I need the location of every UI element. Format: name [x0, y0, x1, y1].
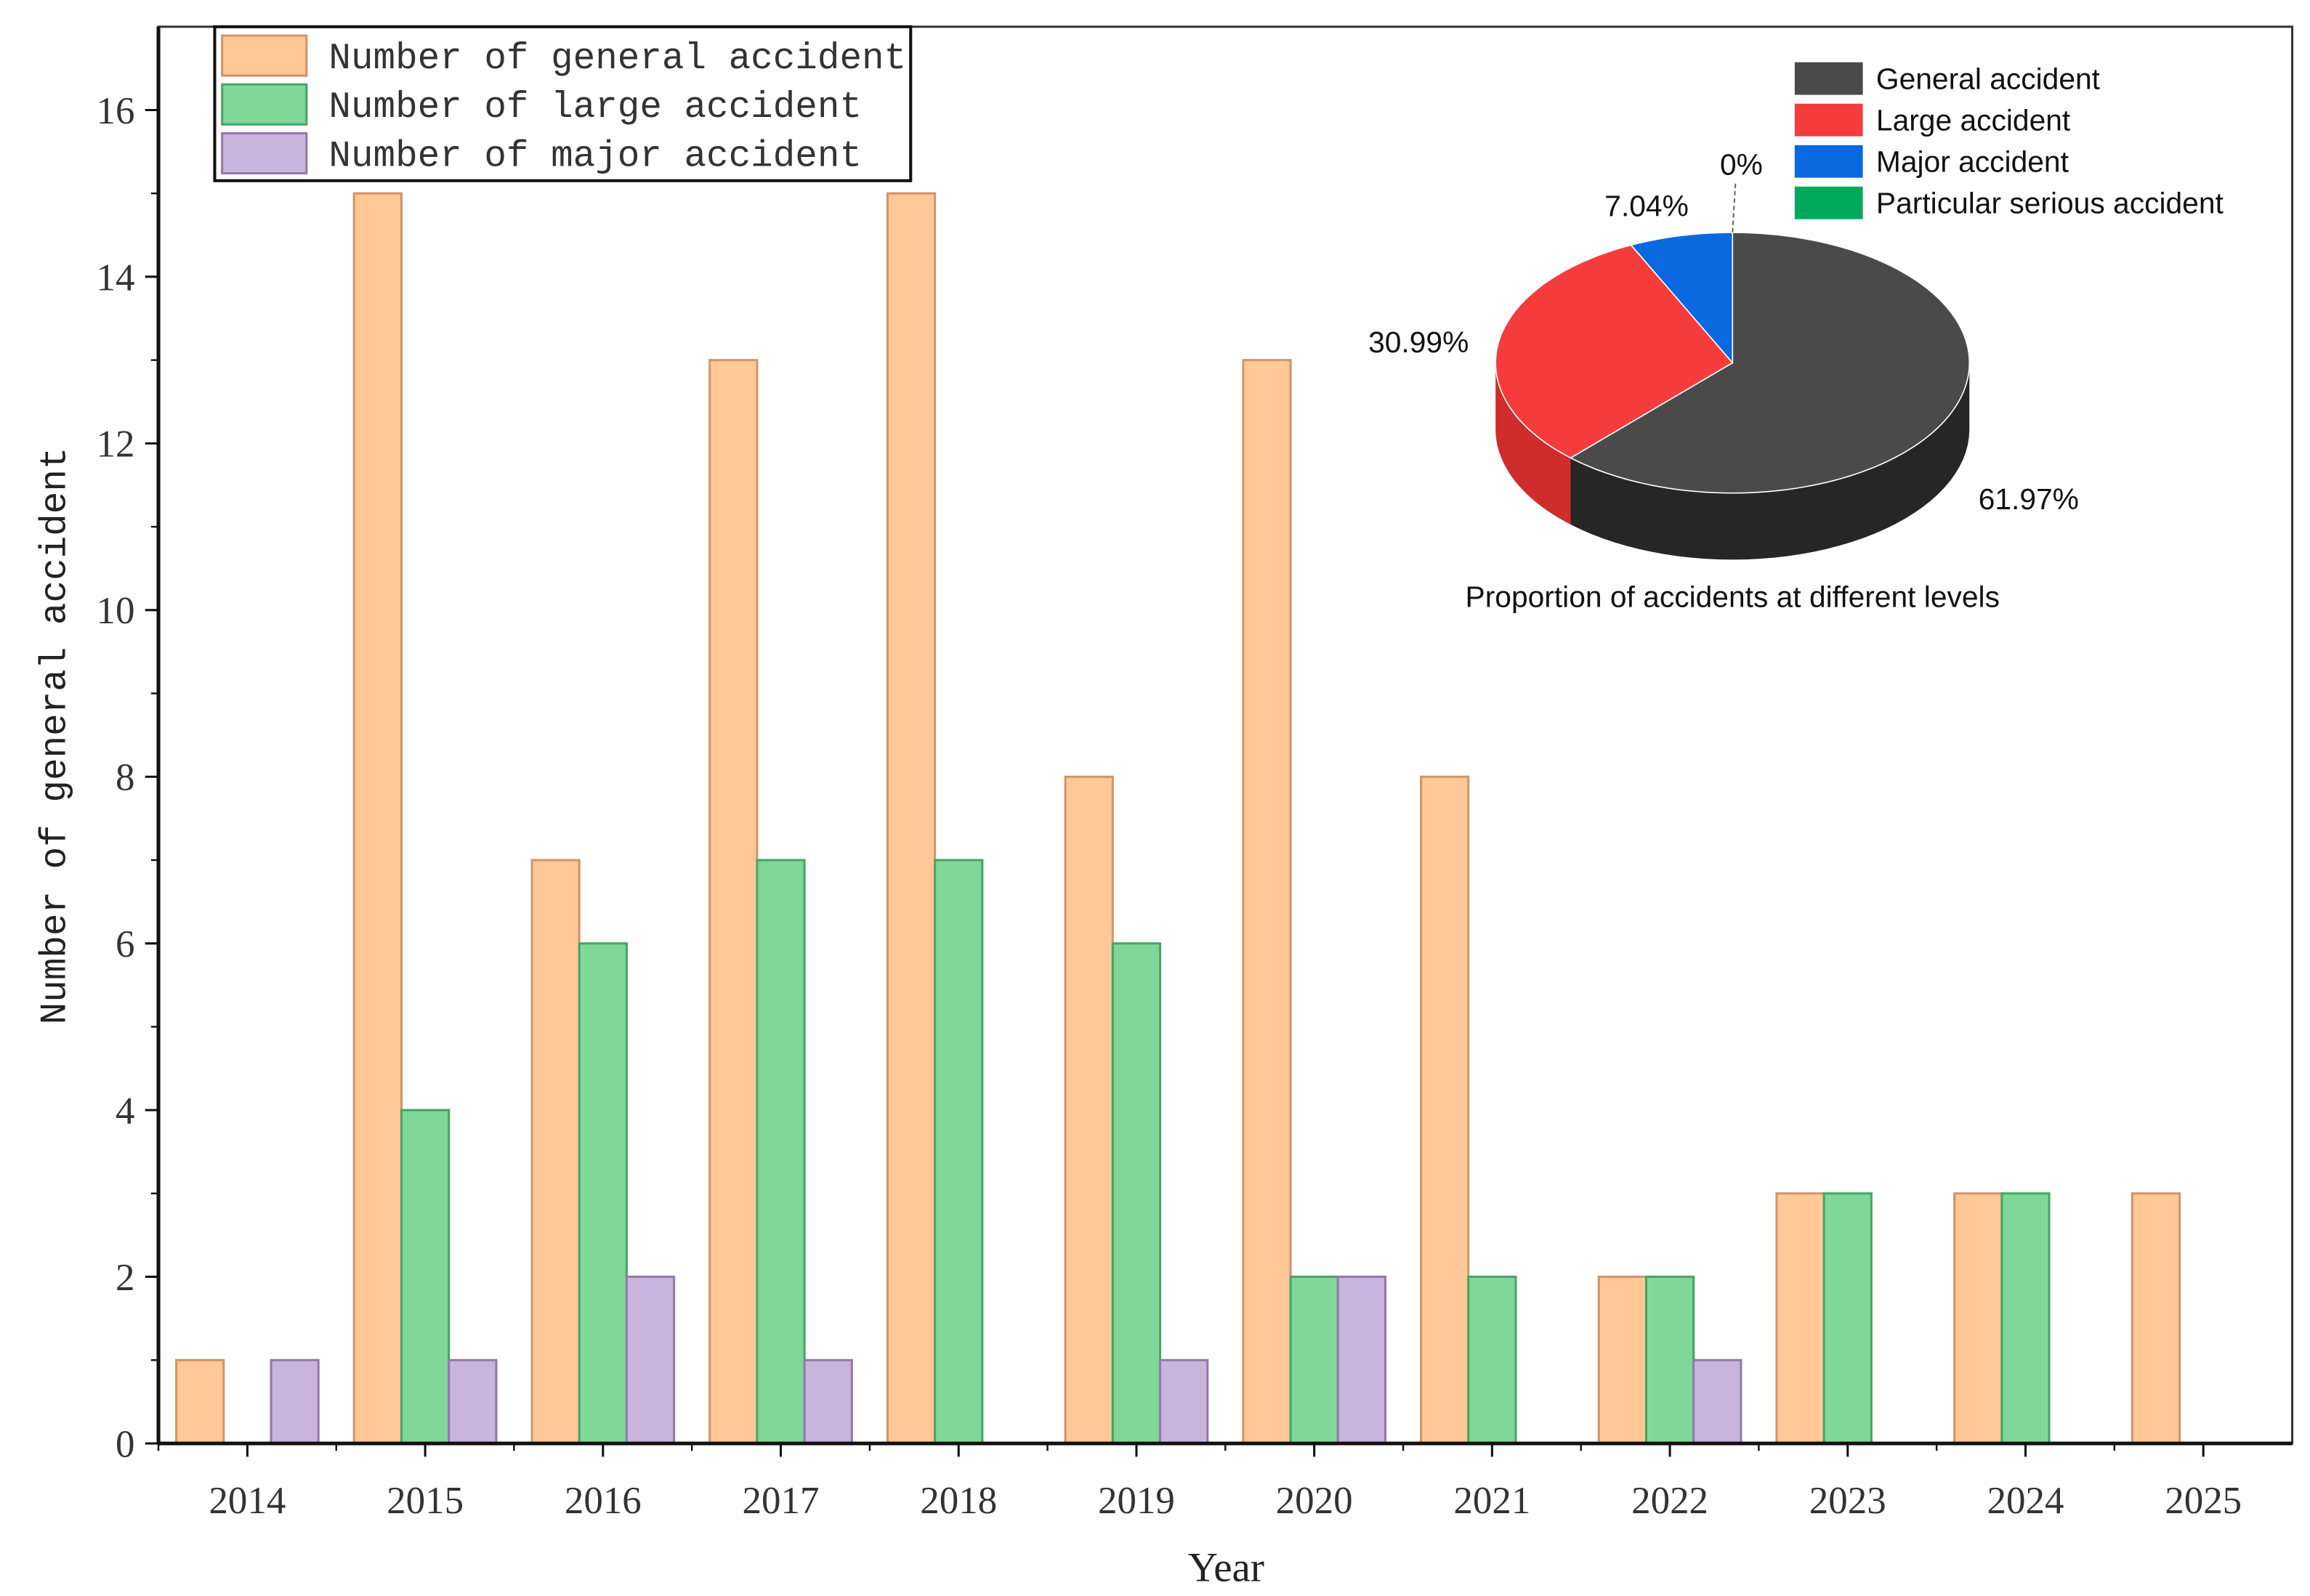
bar-general-2020: [1242, 359, 1292, 1445]
bar-general-2025: [2131, 1192, 2181, 1445]
bar-general-2015: [352, 192, 403, 1445]
x-tick-label: 2024: [1987, 1480, 2064, 1522]
x-tick-label: 2018: [920, 1480, 997, 1522]
y-tick-label: 2: [116, 1257, 134, 1299]
bar-major-2020: [1336, 1276, 1386, 1445]
y-tick-label: 0: [116, 1423, 134, 1465]
x-tick-label: 2015: [387, 1480, 464, 1522]
x-tick-label: 2019: [1098, 1480, 1175, 1522]
bar-general-2014: [175, 1358, 225, 1445]
bar-large-2019: [1111, 942, 1162, 1445]
bar-major-2016: [625, 1276, 676, 1445]
pie-legend-label: Particular serious accident: [1876, 187, 2224, 220]
legend-swatch: [221, 34, 308, 77]
pie-label: 61.97%: [1979, 482, 2079, 516]
pie-legend-swatch: [1794, 103, 1863, 137]
bar-general-2018: [886, 192, 937, 1445]
bar-general-2017: [708, 359, 759, 1445]
pie-legend-swatch: [1794, 62, 1863, 95]
x-tick-label: 2017: [743, 1480, 820, 1522]
pie-legend-label: General accident: [1876, 62, 2101, 95]
pie-label: 30.99%: [1368, 325, 1469, 359]
x-tick-label: 2021: [1453, 1480, 1530, 1522]
y-tick-label: 4: [116, 1090, 134, 1132]
legend-swatch: [221, 131, 308, 175]
pie-slice-large-accident: [1495, 244, 1734, 459]
bar-general-2019: [1064, 775, 1114, 1445]
pie-legend-swatch: [1794, 186, 1863, 219]
y-tick-label: 8: [116, 757, 134, 799]
pie-legend-label: Large accident: [1876, 103, 2071, 137]
x-tick-label: 2020: [1276, 1480, 1353, 1522]
bar-large-2022: [1644, 1276, 1695, 1445]
legend-label: Number of general accident: [328, 39, 906, 80]
legend-box: [213, 25, 913, 182]
bar-large-2018: [934, 859, 984, 1445]
bar-group: [175, 192, 2181, 1445]
y-tick-label: 10: [96, 590, 134, 632]
bar-large-2020: [1289, 1276, 1339, 1445]
pie-label-leader: [1732, 183, 1737, 233]
pie-side-large-accident: [1495, 362, 1571, 525]
bar-large-2023: [1822, 1192, 1873, 1445]
pie-label: 0%: [1720, 148, 1763, 182]
pie-title: Proportion of accidents at different lev…: [1466, 580, 2000, 614]
pie-legend-swatch: [1794, 145, 1863, 178]
bar-large-2021: [1467, 1276, 1517, 1445]
legend-swatch: [221, 83, 308, 126]
bar-general-2022: [1597, 1276, 1647, 1445]
bar-large-2017: [756, 859, 806, 1445]
x-axis-label: Year: [1188, 1545, 1264, 1591]
legend-label: Number of major accident: [328, 136, 862, 177]
bar-large-2024: [2000, 1192, 2051, 1445]
y-tick-label: 12: [96, 424, 134, 466]
bar-general-2021: [1420, 775, 1470, 1445]
pie-legend-label: Major accident: [1876, 145, 2069, 179]
pie-label: 7.04%: [1604, 190, 1689, 223]
pie-chart: 61.97% 30.99% 7.04% 0%: [1368, 148, 2079, 560]
x-tick-label: 2023: [1809, 1480, 1886, 1522]
y-tick-label: 16: [96, 90, 134, 132]
legend-label: Number of large accident: [328, 87, 862, 129]
pie-slice-major-accident: [1630, 232, 1734, 365]
x-tick-label: 2016: [565, 1480, 642, 1522]
bar-major-2022: [1692, 1358, 1742, 1445]
pie-slice-general-accident: [1569, 232, 1971, 494]
axes: 0 2 4 6 8 10 12 14 16 2014 2015 2016 2017 2018 2019 202…: [96, 25, 2294, 1522]
bar-major-2014: [270, 1358, 320, 1445]
y-tick-label: 14: [96, 256, 134, 299]
bar-legend: Number of general accident Number of larg…: [213, 25, 913, 182]
x-tick-label: 2022: [1631, 1480, 1708, 1522]
pie-side-general-accident: [1570, 362, 1970, 560]
pie-legend: General accident Large accident Major acci…: [1794, 62, 2224, 220]
bar-general-2023: [1775, 1192, 1825, 1445]
bar-general-2024: [1953, 1192, 2003, 1445]
bar-general-2016: [530, 859, 581, 1445]
bar-large-2016: [578, 942, 628, 1445]
x-tick-label: 2025: [2165, 1480, 2242, 1522]
bar-large-2015: [400, 1109, 451, 1445]
bar-major-2019: [1159, 1358, 1209, 1445]
bar-major-2017: [803, 1358, 853, 1445]
x-tick-label: 2014: [209, 1480, 286, 1522]
y-tick-label: 6: [116, 923, 134, 965]
bar-major-2015: [448, 1358, 498, 1445]
y-axis-label: Number of general accident: [36, 447, 77, 1025]
